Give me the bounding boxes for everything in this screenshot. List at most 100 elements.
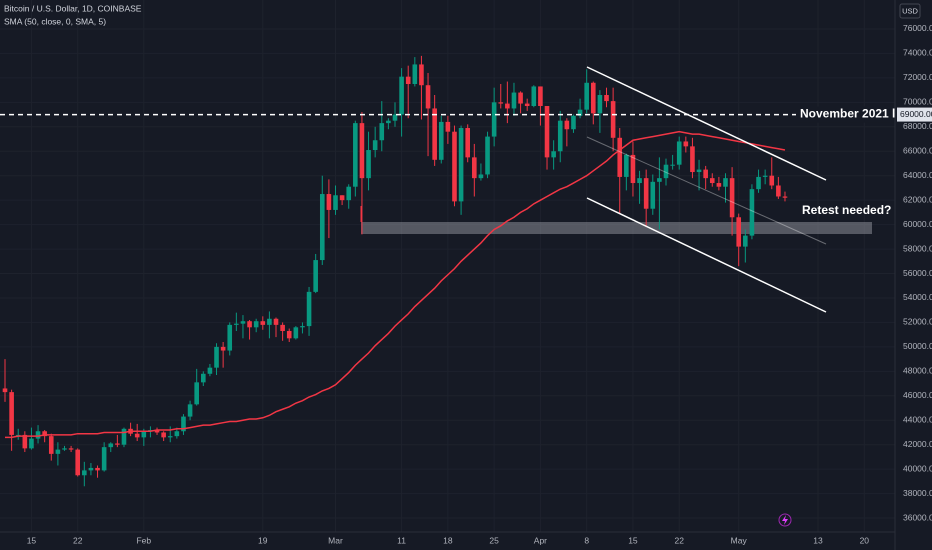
candle-body — [35, 431, 41, 439]
channel-upper — [586, 66, 827, 181]
candle-body — [557, 120, 563, 152]
candle-body — [273, 318, 279, 325]
candle-body — [776, 185, 781, 197]
candle-body — [518, 92, 523, 104]
candle-body — [729, 178, 735, 218]
candle-body — [749, 189, 755, 236]
candle-body — [2, 388, 8, 393]
candle-body — [531, 86, 537, 107]
candle-body — [22, 434, 28, 449]
y-tick-label: 68000.00 — [903, 121, 932, 131]
y-tick-label: 64000.00 — [903, 170, 932, 180]
x-tick-label: Apr — [534, 535, 547, 545]
candle-body — [201, 373, 206, 383]
candle-body — [624, 154, 629, 177]
candle-body — [88, 467, 94, 471]
y-tick-label: 58000.00 — [903, 243, 932, 253]
candle-body — [445, 121, 451, 132]
candle-body — [108, 443, 114, 448]
candle-body — [379, 123, 385, 141]
candle-body — [412, 64, 418, 84]
candle-body — [597, 95, 603, 114]
candle-body — [610, 101, 616, 138]
y-tick-label: 56000.00 — [903, 268, 932, 278]
y-tick-label: 60000.00 — [903, 219, 932, 229]
candle-body — [617, 137, 623, 177]
candle-body — [280, 324, 285, 331]
x-tick-label: 22 — [73, 535, 83, 545]
candle-body — [524, 103, 530, 107]
alert-bolt — [782, 515, 788, 525]
candle-body — [399, 76, 404, 115]
channel-middle — [586, 136, 827, 245]
candle-body — [75, 449, 81, 476]
candle-body — [604, 95, 609, 102]
x-tick-label: Feb — [136, 535, 151, 545]
candle-body — [141, 431, 147, 438]
candle-body — [478, 174, 484, 179]
candle-body — [300, 326, 305, 328]
candle-body — [134, 433, 140, 438]
candle-body — [326, 194, 332, 210]
candle-body — [386, 120, 391, 124]
candle-body — [505, 103, 510, 109]
y-tick-label: 52000.00 — [903, 317, 932, 327]
y-tick-label: 70000.00 — [903, 97, 932, 107]
candle-body — [267, 318, 272, 325]
candle-body — [240, 321, 246, 324]
y-tick-label: 50000.00 — [903, 341, 932, 351]
candle-body — [48, 436, 54, 454]
price-tag — [897, 107, 932, 122]
candle-body — [82, 470, 87, 476]
candle-body — [207, 367, 213, 374]
candle-body — [683, 141, 689, 147]
price-axis — [895, 0, 932, 550]
candle-body — [696, 169, 702, 173]
y-tick-label: 48000.00 — [903, 366, 932, 376]
candle-body — [253, 321, 259, 328]
candle-body — [220, 346, 226, 351]
candle-body — [544, 106, 550, 158]
chart-title: Bitcoin / U.S. Dollar, 1D, COINBASE — [4, 3, 142, 13]
candle-body — [286, 330, 292, 339]
candle-body — [458, 128, 464, 202]
candle-body — [564, 120, 570, 130]
candle-body — [703, 169, 708, 179]
candle-body — [187, 404, 193, 417]
candles — [2, 55, 788, 487]
candle-body — [736, 217, 742, 247]
y-tick-label: 38000.00 — [903, 488, 932, 498]
y-tick-label: 62000.00 — [903, 194, 932, 204]
candle-body — [762, 175, 768, 177]
candle-body — [425, 85, 431, 109]
candle-body — [55, 449, 61, 454]
candle-body — [42, 431, 47, 437]
x-tick-label: 11 — [397, 535, 406, 545]
support-zone — [361, 222, 872, 234]
candle-body — [372, 140, 378, 151]
reference-text-bg — [796, 106, 895, 123]
candle-body — [181, 416, 186, 432]
candle-body — [29, 438, 34, 449]
candle-body — [306, 291, 312, 327]
candle-body — [161, 432, 166, 438]
candle-body — [657, 178, 662, 182]
candle-body — [690, 146, 695, 173]
candle-body — [68, 448, 74, 450]
candle-body — [101, 447, 107, 471]
candle-body — [670, 164, 675, 166]
y-tick-label: 42000.00 — [903, 439, 932, 449]
candle-body — [366, 150, 371, 179]
x-tick-label: 25 — [489, 535, 499, 545]
candle-body — [194, 382, 199, 405]
candle-body — [637, 178, 642, 184]
x-tick-label: 13 — [813, 535, 823, 545]
candle-body — [419, 64, 424, 86]
candle-body — [630, 154, 636, 184]
candle-body — [95, 467, 100, 471]
y-tick-label: 66000.00 — [903, 145, 932, 155]
candle-body — [590, 82, 596, 114]
candle-body — [339, 195, 345, 201]
candle-body — [260, 321, 266, 325]
